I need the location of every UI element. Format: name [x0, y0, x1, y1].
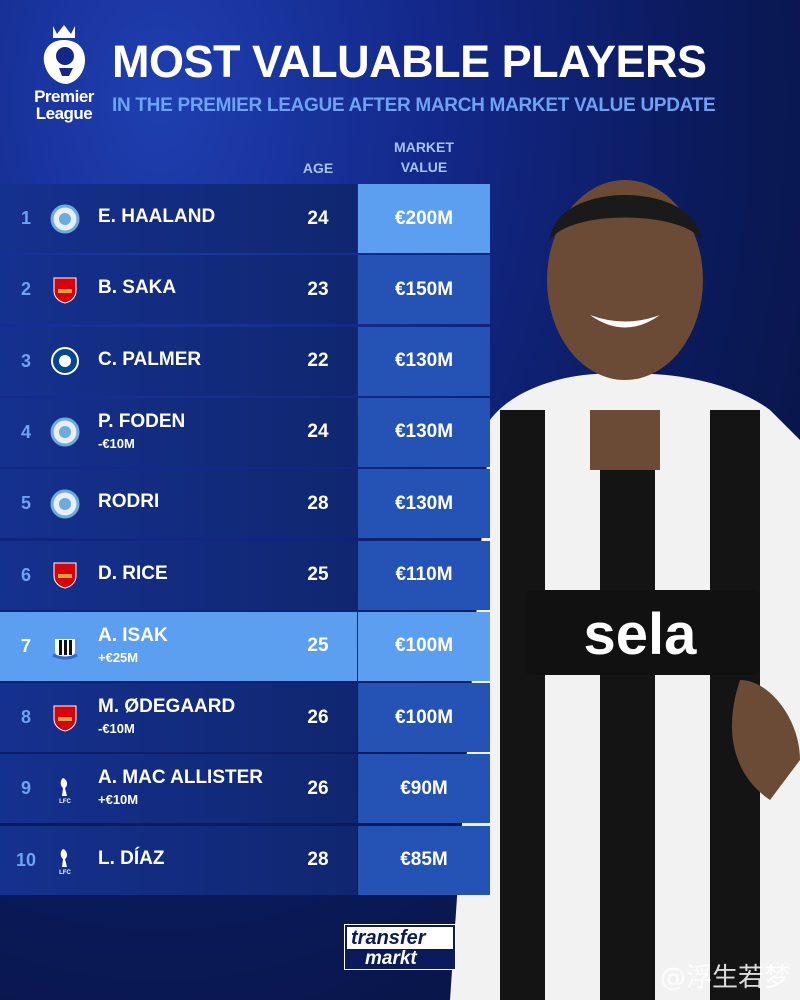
- arsenal-crest-icon: [53, 562, 77, 589]
- arsenal-crest-icon: [53, 277, 77, 304]
- table-row: 3 C. PALMER 22 €130M: [0, 326, 490, 396]
- rank: 1: [20, 208, 31, 228]
- man-city-crest-icon: [50, 489, 80, 519]
- rank: 9: [20, 778, 31, 799]
- man-city-crest-icon: [50, 417, 80, 447]
- page-subtitle: IN THE PREMIER LEAGUE AFTER MARCH MARKET…: [112, 95, 716, 116]
- table-row: 7 A. ISAK +€25M 25 €100M: [0, 611, 490, 681]
- player-age: 28: [307, 492, 329, 514]
- player-name: RODRI: [98, 491, 160, 513]
- market-value: €110M: [358, 540, 490, 610]
- svg-text:LFC: LFC: [59, 870, 71, 875]
- rank: 4: [20, 421, 31, 442]
- rank: 2: [20, 279, 31, 300]
- player-name: L. DÍAZ: [98, 847, 165, 869]
- player-photo: sela: [450, 180, 800, 1000]
- column-header-market: MARKET: [394, 139, 454, 155]
- row-background: [0, 825, 357, 895]
- table-row: 1 E. HAALAND 24 €200M: [0, 184, 490, 253]
- table-row: 10 LFC L. DÍAZ 28 €85M: [0, 825, 490, 895]
- page-title: MOST VALUABLE PLAYERS: [112, 36, 707, 87]
- player-age: 24: [307, 207, 329, 229]
- player-name: P. FODEN: [98, 410, 186, 432]
- player-age: 25: [307, 564, 329, 585]
- player-age: 26: [307, 777, 329, 799]
- lion-crown-icon: [43, 25, 85, 84]
- logo-text-league: League: [35, 104, 93, 123]
- rank: 5: [20, 493, 31, 514]
- player-name: A. ISAK: [98, 624, 168, 646]
- rank: 3: [20, 350, 31, 371]
- player-age: 25: [307, 635, 329, 657]
- watermark: @浮生若梦: [659, 963, 790, 993]
- liverpool-crest-icon: LFC: [59, 777, 71, 804]
- column-header-value: VALUE: [400, 159, 448, 175]
- column-header-age: AGE: [302, 160, 334, 176]
- rank: 8: [20, 707, 31, 728]
- market-value: €100M: [358, 683, 490, 753]
- newcastle-crest-icon: [52, 639, 78, 660]
- row-background: [0, 754, 357, 824]
- table-row: 5 RODRI 28 €130M: [0, 469, 490, 539]
- jersey-sponsor-text: sela: [584, 602, 698, 667]
- market-value: €130M: [358, 397, 490, 467]
- chelsea-crest-icon: [51, 347, 79, 376]
- market-value: €130M: [358, 469, 490, 539]
- market-value: €200M: [358, 184, 490, 253]
- player-name: C. PALMER: [98, 348, 202, 370]
- market-value: €130M: [358, 326, 490, 396]
- player-age: 23: [307, 278, 329, 300]
- rank: 6: [20, 564, 31, 585]
- player-name: M. ØDEGAARD: [98, 696, 236, 718]
- value-change: +€25M: [98, 649, 139, 665]
- player-age: 26: [307, 706, 329, 728]
- player-name: D. RICE: [98, 562, 168, 584]
- transfermarkt-logo: transfer markt: [344, 924, 456, 970]
- table-row: 9 LFC A. MAC ALLISTER +€10M 26 €90M: [0, 754, 490, 824]
- market-value: €150M: [358, 255, 490, 325]
- value-change: -€10M: [98, 721, 135, 737]
- table-row: 2 B. SAKA 23 €150M: [0, 255, 490, 325]
- rank: 10: [15, 849, 37, 870]
- transfermarkt-logo-markt: markt: [347, 949, 453, 969]
- rank: 7: [20, 635, 31, 656]
- player-name: E. HAALAND: [98, 206, 216, 227]
- man-city-crest-icon: [50, 204, 80, 233]
- value-change: -€10M: [98, 435, 135, 451]
- column-header-market-value: MARKET VALUE: [358, 137, 490, 177]
- player-age: 28: [307, 849, 329, 871]
- arsenal-crest-icon: [53, 705, 77, 732]
- market-value: €90M: [358, 754, 490, 824]
- premier-league-logo: Premier League: [24, 22, 104, 122]
- market-value: €100M: [358, 611, 490, 681]
- market-value: €85M: [358, 825, 490, 895]
- transfermarkt-logo-transfer: transfer: [351, 927, 426, 949]
- table-row: 8 M. ØDEGAARD -€10M 26 €100M: [0, 683, 490, 753]
- player-name: A. MAC ALLISTER: [98, 767, 264, 789]
- logo-text-premier: Premier: [34, 87, 94, 106]
- table-row: 6 D. RICE 25 €110M: [0, 540, 490, 610]
- player-age: 24: [307, 421, 329, 443]
- table-row: 4 P. FODEN -€10M 24 €130M: [0, 397, 490, 467]
- value-change: +€10M: [98, 792, 139, 808]
- svg-text:LFC: LFC: [59, 799, 71, 804]
- player-age: 22: [307, 350, 329, 372]
- liverpool-crest-icon: LFC: [59, 849, 71, 875]
- player-name: B. SAKA: [98, 277, 177, 299]
